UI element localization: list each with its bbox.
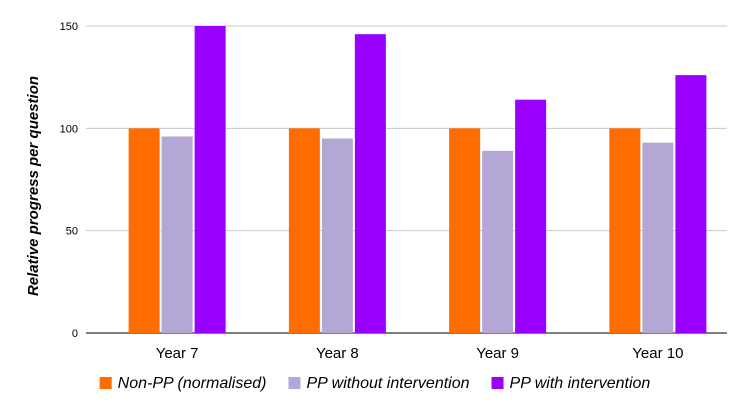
legend: Non-PP (normalised) PP without interventi…: [99, 375, 651, 392]
y-tick-label: 100: [60, 123, 78, 135]
y-axis-ticks: 0 50 100 150: [60, 21, 78, 340]
y-axis-label: Relative progress per question: [25, 76, 42, 296]
legend-item: Non-PP (normalised): [99, 375, 267, 392]
bar: [194, 26, 226, 333]
bar: [675, 75, 707, 334]
legend-item: PP with intervention: [491, 375, 651, 392]
bar: [288, 128, 320, 333]
x-tick-label: Year 10: [632, 345, 683, 362]
x-tick-label: Year 9: [476, 345, 519, 362]
y-tick-label: 50: [66, 226, 78, 238]
bar: [128, 128, 160, 333]
legend-swatch: [288, 377, 301, 389]
bar: [321, 138, 353, 333]
bar: [642, 142, 674, 333]
bar: [609, 128, 641, 333]
legend-label: PP with intervention: [510, 375, 651, 392]
bars: [128, 26, 707, 334]
bar: [354, 34, 386, 333]
bar: [515, 99, 547, 334]
legend-label: PP without intervention: [306, 375, 469, 392]
bar: [482, 150, 514, 333]
legend-label: Non-PP (normalised): [118, 375, 267, 392]
legend-swatch: [99, 377, 112, 389]
bar: [161, 136, 193, 333]
y-tick-label: 0: [72, 328, 78, 340]
x-axis-ticks: Year 7 Year 8 Year 9 Year 10: [156, 345, 684, 362]
x-tick-label: Year 8: [316, 345, 359, 362]
y-tick-label: 150: [60, 21, 78, 33]
x-tick-label: Year 7: [156, 345, 199, 362]
legend-item: PP without intervention: [288, 375, 470, 392]
bar: [449, 128, 481, 333]
legend-swatch: [491, 377, 504, 389]
